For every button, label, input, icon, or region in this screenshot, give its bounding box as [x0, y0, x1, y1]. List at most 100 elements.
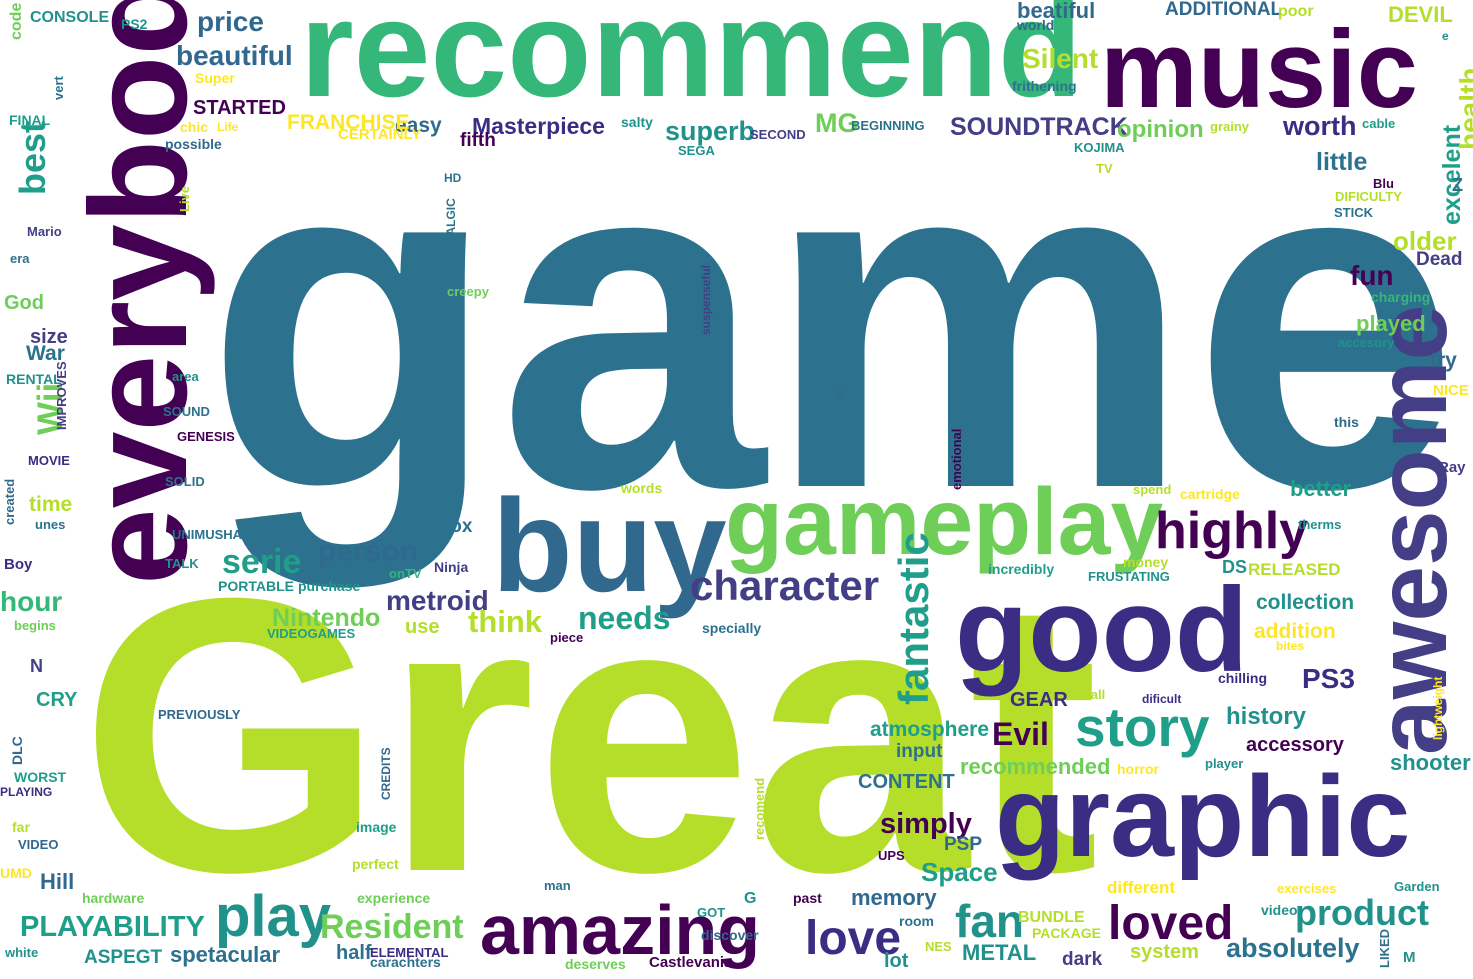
word-time: time [29, 493, 73, 516]
word-sega: SEGA [678, 143, 715, 158]
word-unimusha: UNIMUSHA [172, 527, 243, 542]
word-unes: unes [35, 517, 66, 532]
word-gameplay: gameplay [725, 469, 1164, 575]
word-emotional: emotional [949, 428, 964, 490]
word-stick: STICK [1334, 205, 1373, 220]
word-creepy: creepy [447, 284, 489, 299]
word-video: VIDEO [18, 837, 59, 852]
word-final: FINAL [9, 112, 51, 128]
word-begins: begins [14, 618, 56, 633]
word-try: try [1430, 349, 1457, 372]
word-movie: MOVIE [28, 453, 70, 468]
word-xbox: Xbox [426, 516, 473, 537]
word-everybody: everybody [62, 0, 216, 585]
word-previously: PREVIOUSLY [158, 707, 241, 722]
word-garden: Garden [1394, 879, 1440, 894]
word-chic: chic [180, 119, 209, 135]
word-code: code [8, 2, 25, 40]
word-room: room [899, 913, 934, 929]
word-dificulty: DIFICULTY [1335, 189, 1402, 204]
word-absolutely: absolutely [1226, 933, 1360, 963]
word-worst: WORST [14, 769, 67, 785]
word-awesome: awesome [1356, 304, 1468, 755]
word-love: love [805, 912, 902, 965]
word-frustating: FRUSTATING [1088, 569, 1170, 584]
word-incredibly: incredibly [988, 561, 1055, 577]
word-this: this [1334, 414, 1359, 430]
word-highly: highly [1155, 502, 1309, 560]
word-accessory: accessory [1246, 734, 1344, 756]
word-hour: hour [0, 586, 63, 617]
word-lot: lot [884, 950, 909, 972]
word-released: RELEASED [1248, 560, 1341, 579]
word-carachters: carachters [370, 954, 441, 970]
word-m: M [1403, 949, 1416, 966]
word-music: music [1100, 8, 1418, 131]
word-playability: PLAYABILITY [20, 911, 205, 943]
word-evil: Evil [992, 716, 1049, 752]
word-white: white [5, 945, 39, 960]
word-dark: dark [1062, 949, 1103, 970]
word-elemental: ELEMENTAL [370, 945, 449, 960]
word-discover: discover [701, 927, 759, 943]
word-money: money [1123, 554, 1169, 570]
word-graphic: graphic [995, 753, 1411, 881]
word-fantastic: fantastic [890, 532, 937, 705]
word-fifth: fifth [460, 130, 496, 151]
word-spend: spend [1133, 482, 1172, 497]
word-easy: easy [395, 114, 442, 137]
word-dead: Dead [1416, 249, 1463, 270]
word-space: Space [921, 857, 998, 887]
word-castlevania: Castlevania [649, 954, 733, 971]
word-person: person [318, 535, 419, 568]
word-buy: buy [492, 472, 727, 619]
word-chilling: chilling [1218, 670, 1267, 686]
word-g: G [744, 890, 757, 907]
word-kojima: KOJIMA [1074, 140, 1125, 155]
word-cable: cable [1362, 116, 1396, 131]
word-needs: needs [578, 600, 671, 636]
word-atmosphere: atmosphere [870, 718, 990, 741]
word-life: Life [217, 120, 239, 134]
word-ds: DS [1222, 557, 1248, 577]
word-beginning: BEGINNING [851, 118, 925, 133]
word-genesis: GENESIS [177, 429, 235, 444]
word-character: character [690, 562, 880, 609]
word-addition: addition [1254, 620, 1336, 643]
word-different: different [1107, 878, 1175, 897]
word-better: better [1290, 476, 1352, 501]
word-aspegt: ASPEGT [84, 947, 163, 968]
word-perfect: perfect [352, 856, 399, 872]
word-improves: IMPROVES [54, 361, 69, 430]
word-ray: Ray [1438, 459, 1466, 476]
word-nes: NES [925, 939, 952, 954]
word-hardware: hardware [82, 890, 145, 906]
word-created: created [2, 478, 17, 525]
word-opinion: opinion [1117, 116, 1204, 143]
word-metroid: metroid [386, 585, 489, 616]
word-bites: bites [1276, 639, 1305, 653]
word-suspenseful: suspenseful [699, 264, 713, 335]
word-lightweight: lightweight [1431, 676, 1445, 740]
word-live: Live [177, 185, 192, 212]
word-mg: MG [815, 108, 859, 138]
word-deserves: deserves [565, 956, 626, 972]
word-game: game [205, 51, 1459, 588]
word-bundle: BUNDLE [1018, 909, 1085, 926]
word-world: world [1017, 17, 1055, 33]
word-image: image [356, 819, 397, 835]
word-e: e [1442, 29, 1449, 43]
word-sound: SOUND [163, 404, 210, 419]
word-fun: fun [1350, 260, 1394, 291]
word-words: words [621, 480, 663, 496]
word-cartridge: cartridge [1180, 486, 1240, 502]
word-serie: serie [222, 543, 302, 581]
word-vert: vert [51, 76, 66, 100]
word-area: area [172, 369, 199, 384]
word-console: CONSOLE [30, 9, 110, 26]
word-good: good [955, 563, 1249, 697]
word-solid: SOLID [165, 474, 205, 489]
word-product: product [1295, 892, 1429, 933]
word-certainly: CERTAINLY [338, 126, 422, 143]
word-talk: TALK [165, 556, 199, 571]
